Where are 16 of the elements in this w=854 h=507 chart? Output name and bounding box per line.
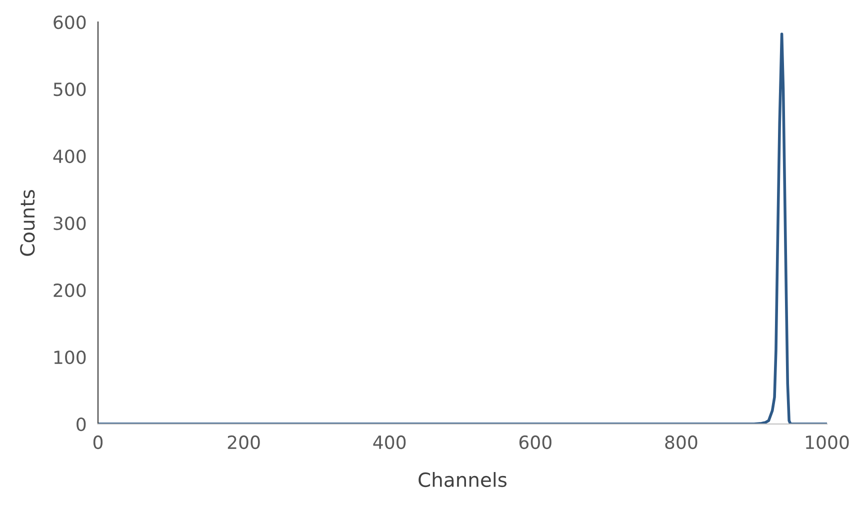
y-tick-label: 600 [54, 15, 86, 30]
y-tick-label: 500 [54, 82, 86, 96]
x-tick-label: 1000 [806, 435, 849, 450]
line-series [98, 32, 827, 424]
y-axis-title: Counts [20, 190, 35, 256]
x-tick-label: 200 [228, 435, 260, 450]
y-tick-label: 100 [54, 350, 86, 364]
x-tick-label: 0 [93, 435, 103, 450]
y-tick-label: 200 [54, 283, 86, 298]
y-tick-label: 400 [53, 149, 86, 164]
x-tick-label: 800 [665, 435, 698, 450]
y-tick-label: 0 [76, 417, 86, 432]
y-tick-label: 300 [54, 216, 86, 230]
x-tick-label: 600 [519, 435, 552, 450]
x-tick-label: 400 [373, 435, 406, 450]
x-axis-title: Channels [418, 472, 507, 488]
